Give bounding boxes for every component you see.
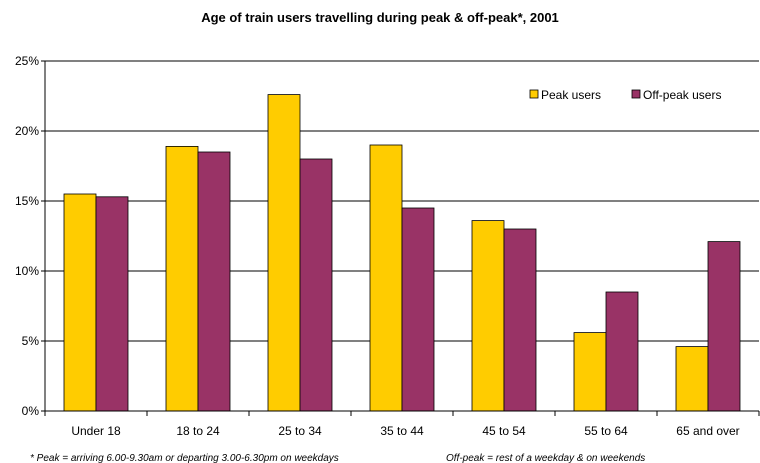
chart-title: Age of train users travelling during pea… xyxy=(201,10,559,25)
y-tick-label: 5% xyxy=(22,334,40,348)
x-tick-label: 25 to 34 xyxy=(278,424,322,438)
x-tick-label: 18 to 24 xyxy=(176,424,220,438)
legend: Peak users Off-peak users xyxy=(529,88,721,102)
bar-peak-4 xyxy=(471,220,505,412)
bar-offpeak-4 xyxy=(503,228,537,412)
legend-label-offpeak: Off-peak users xyxy=(643,88,721,102)
bar-peak-5 xyxy=(573,332,607,412)
bar-offpeak-0 xyxy=(95,196,129,412)
bar-offpeak-2 xyxy=(299,158,333,412)
bar-peak-0 xyxy=(63,193,97,412)
x-tick-label: 55 to 64 xyxy=(584,424,628,438)
x-tick-label: 65 and over xyxy=(676,424,739,438)
bar-offpeak-6 xyxy=(707,241,741,412)
legend-swatch-peak xyxy=(529,89,539,99)
x-tick-label: Under 18 xyxy=(71,424,121,438)
bar-peak-3 xyxy=(369,144,403,412)
bar-offpeak-1 xyxy=(197,151,231,412)
bars xyxy=(63,94,741,412)
axes xyxy=(41,60,760,416)
x-tick-label: 35 to 44 xyxy=(380,424,424,438)
axis-labels: 0% 5% 10% 15% 20% 25% Under 18 18 to 24 25 to 34… xyxy=(15,54,740,438)
y-tick-label: 25% xyxy=(15,54,39,68)
x-tick-label: 45 to 54 xyxy=(482,424,526,438)
bar-offpeak-3 xyxy=(401,207,435,412)
y-tick-label: 15% xyxy=(15,194,39,208)
legend-swatch-offpeak xyxy=(631,89,641,99)
y-tick-label: 10% xyxy=(15,264,39,278)
footnote-offpeak: Off-peak = rest of a weekday & on weeken… xyxy=(446,453,645,463)
bar-peak-1 xyxy=(165,145,199,412)
bar-peak-6 xyxy=(675,346,709,412)
y-tick-label: 20% xyxy=(15,124,39,138)
bar-peak-2 xyxy=(267,94,301,412)
y-tick-label: 0% xyxy=(22,404,40,418)
bar-offpeak-5 xyxy=(605,291,639,412)
legend-label-peak: Peak users xyxy=(541,88,601,102)
footnote-peak: * Peak = arriving 6.00-9.30am or departi… xyxy=(30,453,339,463)
